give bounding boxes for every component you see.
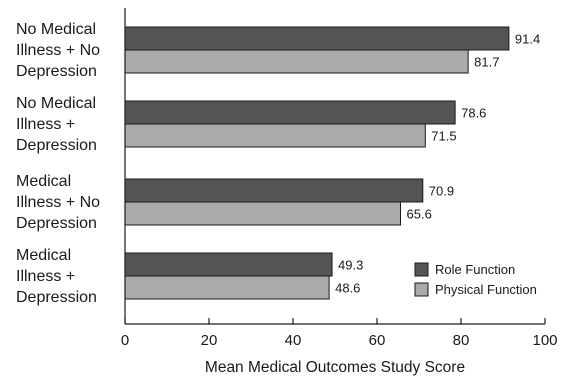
data-label: 65.6 (407, 207, 432, 222)
data-label: 91.4 (515, 32, 540, 47)
category-label-line: Medical (16, 173, 71, 190)
bar-role-function-0 (124, 26, 510, 51)
bar-physical-function-2 (124, 201, 402, 226)
x-tick-label: 40 (285, 332, 302, 349)
category-label-line: Depression (16, 289, 97, 306)
legend-swatch (414, 282, 429, 297)
category-label-line: Medical (16, 247, 71, 264)
category-label-line: Illness + (16, 268, 75, 285)
legend: Role Function Physical Function (414, 262, 537, 297)
bar-role-function-2 (124, 178, 424, 203)
category-label-line: Depression (16, 63, 97, 80)
category-label-line: No Medical (16, 21, 96, 38)
bar-physical-function-1 (124, 123, 426, 148)
bars-group: 91.4 81.7 78.6 71.5 70.9 65.6 49.3 48.6 (124, 26, 540, 300)
legend-label: Role Function (435, 262, 515, 277)
bar-role-function-1 (124, 100, 456, 125)
category-label-line: Depression (16, 215, 97, 232)
bar-physical-function-3 (124, 275, 330, 300)
x-axis-title: Mean Medical Outcomes Study Score (205, 359, 465, 376)
x-tick-label: 0 (121, 332, 129, 349)
category-label-line: No Medical (16, 95, 96, 112)
category-labels: No Medical Illness + No Depression No Medic… (16, 21, 100, 306)
x-tick-label: 60 (369, 332, 386, 349)
x-tick-label: 20 (201, 332, 218, 349)
data-label: 70.9 (429, 184, 454, 199)
x-tick-label: 80 (453, 332, 470, 349)
data-label: 78.6 (461, 106, 486, 121)
x-tick-label: 100 (532, 332, 557, 349)
category-label-line: Depression (16, 137, 97, 154)
category-label-line: Illness + No (16, 42, 100, 59)
data-label: 49.3 (338, 258, 363, 273)
x-axis: 0 20 40 60 80 100 (121, 8, 558, 349)
category-label-line: Illness + (16, 116, 75, 133)
bar-physical-function-0 (124, 49, 469, 74)
data-label: 81.7 (474, 55, 499, 70)
legend-label: Physical Function (435, 282, 537, 297)
data-label: 48.6 (335, 281, 360, 296)
legend-swatch (414, 262, 429, 277)
data-label: 71.5 (431, 129, 456, 144)
category-label-line: Illness + No (16, 194, 100, 211)
bar-role-function-3 (124, 252, 333, 277)
